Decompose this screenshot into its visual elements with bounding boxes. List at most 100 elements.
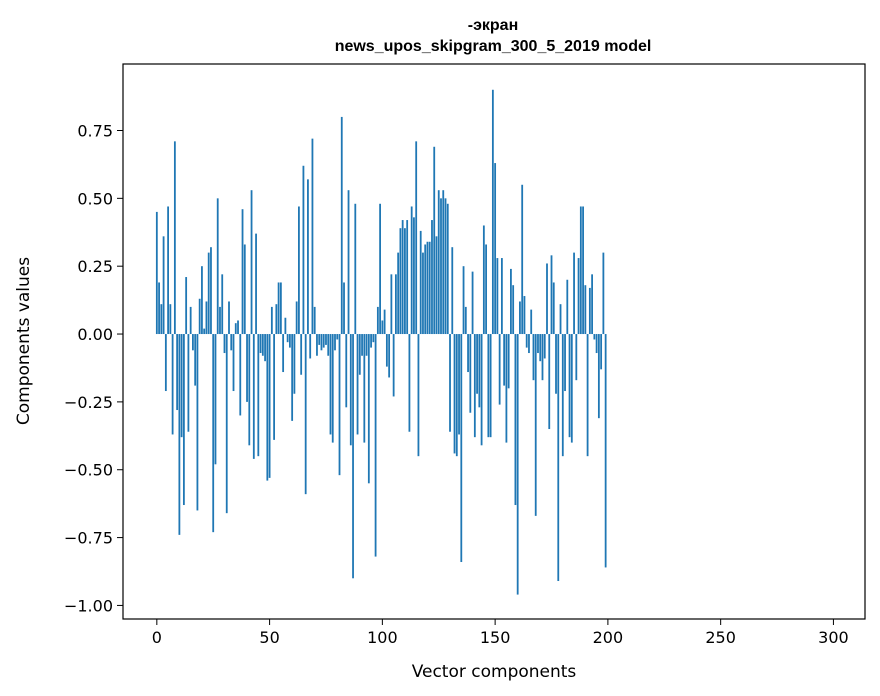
bar-119 [424,244,427,335]
bar-86 [349,334,352,446]
bar-135 [460,334,463,563]
x-tick-label-0: 0 [152,628,162,647]
bar-51 [270,306,273,335]
bar-17 [194,334,197,386]
bar-34 [232,334,235,392]
bar-174 [548,334,551,430]
bar-31 [225,334,228,514]
x-tick-label-300: 300 [818,628,849,647]
bar-129 [446,203,449,335]
bar-7 [171,334,174,435]
bar-97 [374,334,377,557]
bar-39 [243,244,246,335]
bar-71 [316,334,318,356]
bar-87 [352,334,354,579]
y-tick-label-0: −1.00 [64,596,113,615]
bar-170 [539,334,542,362]
bar-77 [329,334,332,435]
bar-196 [597,334,600,419]
bar-123 [433,146,436,335]
bar-56 [282,334,285,373]
bar-184 [570,334,573,443]
x-tick-label-250: 250 [705,628,736,647]
bar-137 [464,306,467,335]
bar-36 [237,320,239,335]
bar-183 [568,334,571,438]
y-axis-label: Components values [14,257,34,425]
bar-120 [426,241,429,335]
y-tick-label-6: 0.50 [77,189,113,208]
bar-25 [212,334,215,533]
bar-18 [196,334,199,511]
bar-73 [320,334,323,351]
bar-54 [277,282,280,335]
x-tick-label-100: 100 [367,628,398,647]
bar-116 [417,334,420,457]
bar-91 [361,334,363,356]
bar-166 [530,309,533,335]
bar-182 [566,279,569,335]
bar-146 [485,244,487,335]
bar-27 [216,198,219,335]
bar-132 [453,334,456,454]
bar-22 [205,301,208,335]
y-axis-ticks: −1.00 −0.75 −0.50 −0.25 0.00 0.25 0.50 0.75 [64,121,123,615]
bar-55 [279,282,282,335]
bar-1 [158,282,160,335]
bar-84 [345,334,348,408]
bar-94 [367,334,370,484]
bar-42 [250,190,253,335]
bar-30 [223,334,226,354]
bar-38 [241,209,244,335]
bar-150 [494,163,497,335]
bar-140 [471,271,474,335]
bar-153 [500,258,503,335]
bar-133 [455,334,458,457]
bar-109 [401,220,404,335]
bar-76 [327,334,330,356]
bar-59 [288,334,291,348]
bar-96 [372,334,375,343]
y-tick-label-4: 0.00 [77,325,113,344]
y-tick-label-3: −0.25 [64,393,113,412]
bar-188 [579,206,582,335]
bar-79 [334,334,336,351]
bar-58 [286,334,289,343]
bar-172 [543,334,546,359]
bar-189 [582,206,584,335]
bar-152 [498,334,501,405]
bar-90 [358,334,361,375]
bar-190 [584,285,587,335]
bar-5 [167,206,169,335]
y-tick-label-1: −0.75 [64,529,113,548]
bar-121 [428,241,431,335]
bar-69 [311,138,314,335]
bar-126 [440,198,442,335]
bar-65 [302,165,305,335]
bar-9 [176,334,179,411]
plot-frame [122,63,866,620]
bar-104 [390,274,393,335]
bar-147 [487,334,490,438]
bar-28 [219,306,221,335]
bar-99 [379,203,381,335]
bar-180 [561,334,564,457]
bar-89 [356,334,359,435]
bar-8 [173,141,176,335]
bar-81 [338,334,341,476]
bar-47 [261,334,264,356]
bar-21 [203,328,206,335]
bar-108 [399,228,402,335]
bar-88 [354,203,357,335]
bar-62 [295,301,298,335]
bar-57 [284,317,287,335]
bar-171 [541,334,544,381]
bar-29 [221,274,224,335]
bar-178 [557,334,560,582]
x-axis-ticks: 0 50 100 150 200 250 300 [152,619,849,647]
bar-44 [255,233,257,335]
bar-10 [178,334,181,535]
bar-60 [291,334,294,421]
bar-101 [383,309,386,335]
